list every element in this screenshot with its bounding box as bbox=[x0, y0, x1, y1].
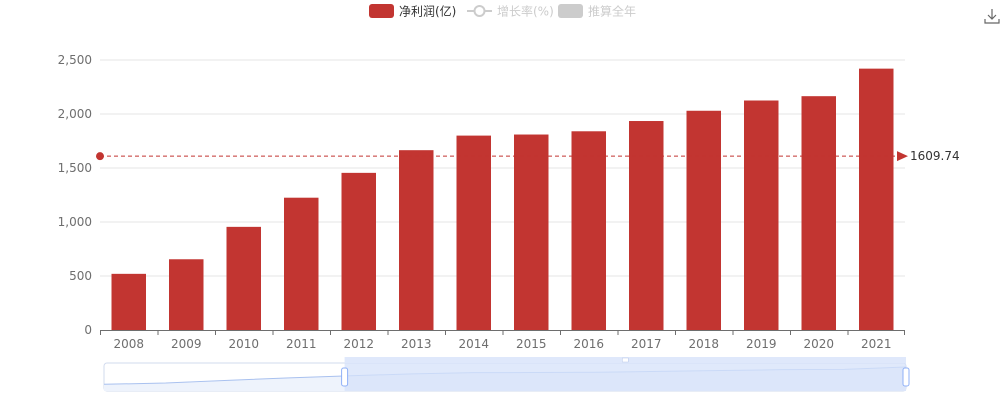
bar-2013[interactable] bbox=[399, 150, 434, 330]
toolbox bbox=[982, 6, 1002, 26]
bar-2012[interactable] bbox=[341, 172, 377, 330]
bar-2015[interactable] bbox=[514, 134, 549, 330]
legend-label: 净利润(亿) bbox=[399, 4, 456, 19]
bar-2021[interactable] bbox=[859, 68, 894, 330]
bar-2018[interactable] bbox=[686, 110, 722, 330]
data-zoom-slider[interactable] bbox=[103, 357, 910, 392]
bar-2016[interactable] bbox=[571, 131, 607, 330]
y-axis: 0 500 1,000 1,500 2,000 2,500 bbox=[58, 53, 92, 337]
y-tick-label: 1,000 bbox=[58, 215, 92, 229]
legend-label: 推算全年 bbox=[588, 4, 636, 19]
bar-2008[interactable] bbox=[111, 273, 147, 330]
legend-swatch-circle bbox=[473, 5, 486, 17]
zoom-selection[interactable] bbox=[344, 363, 907, 391]
x-tick-label-2012: 2012 bbox=[343, 337, 374, 351]
mark-line-label: 1609.74 bbox=[910, 149, 960, 163]
x-tick-label-2020: 2020 bbox=[803, 337, 834, 351]
y-tick-label: 500 bbox=[69, 269, 92, 283]
x-tick-label-2021: 2021 bbox=[861, 337, 892, 351]
bar-2009[interactable] bbox=[169, 259, 204, 330]
x-tick-label-2014: 2014 bbox=[458, 337, 489, 351]
x-tick-label-2011: 2011 bbox=[286, 337, 317, 351]
x-tick-label-2017: 2017 bbox=[631, 337, 662, 351]
x-tick-label-2010: 2010 bbox=[228, 337, 259, 351]
legend: 净利润(亿) 增长率(%) 推算全年 bbox=[369, 4, 636, 19]
bar-2019[interactable] bbox=[744, 100, 779, 331]
legend-item-1[interactable]: 净利润(亿) bbox=[369, 4, 456, 19]
zoom-handle-start[interactable] bbox=[341, 367, 349, 387]
bars bbox=[111, 68, 894, 331]
grid-lines bbox=[100, 59, 905, 277]
y-tick-label: 2,500 bbox=[58, 53, 92, 67]
zoom-move-handle[interactable] bbox=[622, 357, 629, 363]
x-tick-label-2015: 2015 bbox=[516, 337, 547, 351]
bar-2017[interactable] bbox=[629, 121, 664, 331]
average-mark-line: 1609.74 bbox=[96, 149, 960, 163]
y-tick-label: 2,000 bbox=[58, 107, 92, 121]
x-tick-label-2013: 2013 bbox=[401, 337, 432, 351]
legend-swatch bbox=[369, 4, 394, 18]
bar-2011[interactable] bbox=[284, 197, 319, 330]
zoom-handle-end[interactable] bbox=[902, 367, 910, 387]
x-tick-label-2019: 2019 bbox=[746, 337, 777, 351]
bar-2010[interactable] bbox=[226, 226, 262, 330]
x-tick-label-2016: 2016 bbox=[573, 337, 604, 351]
x-tick-label-2009: 2009 bbox=[171, 337, 202, 351]
x-tick-label-2018: 2018 bbox=[688, 337, 719, 351]
bar-2014[interactable] bbox=[456, 135, 492, 330]
x-axis: 2008 2009 2010 2011 2012 2013 2014 2015 2016 2017… bbox=[100, 330, 905, 351]
download-icon[interactable] bbox=[982, 6, 1002, 26]
bar-2020[interactable] bbox=[801, 96, 837, 331]
legend-swatch bbox=[558, 4, 583, 18]
y-tick-label: 1,500 bbox=[58, 161, 92, 175]
y-tick-label: 0 bbox=[84, 323, 92, 337]
legend-item-2[interactable]: 增长率(%) bbox=[467, 4, 554, 19]
mark-line-arrow bbox=[897, 151, 908, 162]
legend-label: 增长率(%) bbox=[497, 4, 554, 19]
x-tick-label-2008: 2008 bbox=[113, 337, 144, 351]
legend-item-3[interactable]: 推算全年 bbox=[558, 4, 636, 19]
